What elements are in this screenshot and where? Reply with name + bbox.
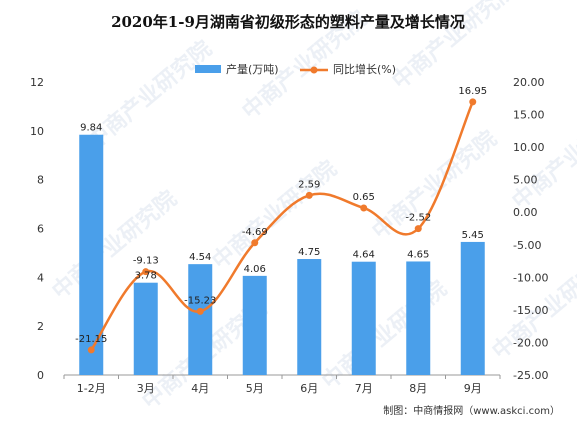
bar-value-label: 4.65 [407, 249, 429, 260]
x-tick-label: 5月 [246, 382, 264, 395]
bar [406, 261, 431, 375]
bar-value-label: 4.75 [298, 247, 320, 258]
y-left-tick-label: 0 [37, 369, 44, 382]
y-right-tick-label: 5.00 [513, 174, 538, 187]
y-right-tick-label: 15.00 [513, 109, 545, 122]
watermark-text: 中商产业研究院 [207, 156, 342, 275]
y-left-tick-label: 12 [30, 76, 44, 89]
x-tick-label: 6月 [300, 382, 318, 395]
y-right-tick-label: 0.00 [513, 206, 538, 219]
y-left-tick-label: 6 [37, 223, 44, 236]
line-point [414, 225, 422, 233]
bar [242, 275, 267, 375]
bar-value-label: 4.64 [353, 250, 375, 261]
bar-value-label: 4.06 [244, 264, 266, 275]
line-point [87, 346, 95, 354]
y-right-tick-label: -25.00 [513, 369, 548, 382]
legend-line-label: 同比增长(%) [333, 62, 396, 76]
legend: 产量(万吨) 同比增长(%) [195, 62, 396, 76]
y-right-tick-label: -15.00 [513, 304, 548, 317]
y-left-tick-label: 2 [37, 320, 44, 333]
bar [351, 261, 376, 375]
y-left-tick-label: 4 [37, 271, 44, 284]
x-tick-label: 7月 [355, 382, 373, 395]
line-value-label: -9.13 [133, 256, 159, 267]
legend-bar-label: 产量(万吨) [226, 62, 279, 76]
source-note: 制图：中商情报网（www.askci.com） [383, 404, 560, 417]
axes: 0 2 4 6 8 10 12 -25.00 -20.00 -15.00 -10.00 -5.00 0.… [30, 76, 548, 395]
line-value-label: -2.52 [405, 213, 431, 224]
line-value-label: 0.65 [353, 192, 375, 203]
x-tick-label: 8月 [409, 382, 427, 395]
line-point [360, 204, 368, 212]
watermark-text: 中商产业研究院 [317, 276, 452, 395]
watermark-text: 中商产业研究院 [367, 126, 502, 245]
y-left-tick-label: 10 [30, 125, 44, 138]
line-point [196, 307, 204, 315]
x-tick-label: 4月 [191, 382, 209, 395]
line-point [142, 268, 150, 276]
bar [188, 264, 213, 375]
bar-value-label: 3.78 [135, 271, 157, 282]
bar-value-label: 4.54 [189, 252, 211, 263]
bar-value-label: 5.45 [462, 230, 484, 241]
line-point [469, 98, 477, 106]
line-value-label: 16.95 [458, 86, 487, 97]
line-value-label: 2.59 [298, 179, 320, 190]
line-point [251, 239, 259, 247]
watermark-text: 中商产业研究院 [47, 186, 182, 305]
y-right-tick-label: -20.00 [513, 336, 548, 349]
line-point [305, 191, 313, 199]
x-tick-label: 1-2月 [77, 382, 106, 395]
y-right-tick-label: 20.00 [513, 76, 545, 89]
legend-line-marker [310, 66, 318, 74]
legend-bar-swatch [195, 65, 221, 73]
y-right-tick-label: 10.00 [513, 141, 545, 154]
line-value-label: -15.23 [184, 295, 216, 306]
x-tick-label: 3月 [137, 382, 155, 395]
line-series [87, 98, 477, 354]
chart-title: 2020年1-9月湖南省初级形态的塑料产量及增长情况 [111, 13, 465, 31]
y-right-tick-label: -10.00 [513, 271, 548, 284]
y-left-tick-label: 8 [37, 174, 44, 187]
bar [133, 282, 158, 375]
line-value-label: -21.15 [75, 334, 107, 345]
x-tick-label: 9月 [464, 382, 482, 395]
bar [460, 241, 485, 375]
bar-value-label: 9.84 [80, 123, 102, 134]
line-value-label: -4.69 [242, 227, 268, 238]
bar [297, 259, 322, 375]
data-labels: 9.84 3.78 4.54 4.06 4.75 4.64 4.65 5.45 -21.15 -9… [75, 86, 487, 345]
y-right-tick-label: -5.00 [513, 239, 541, 252]
